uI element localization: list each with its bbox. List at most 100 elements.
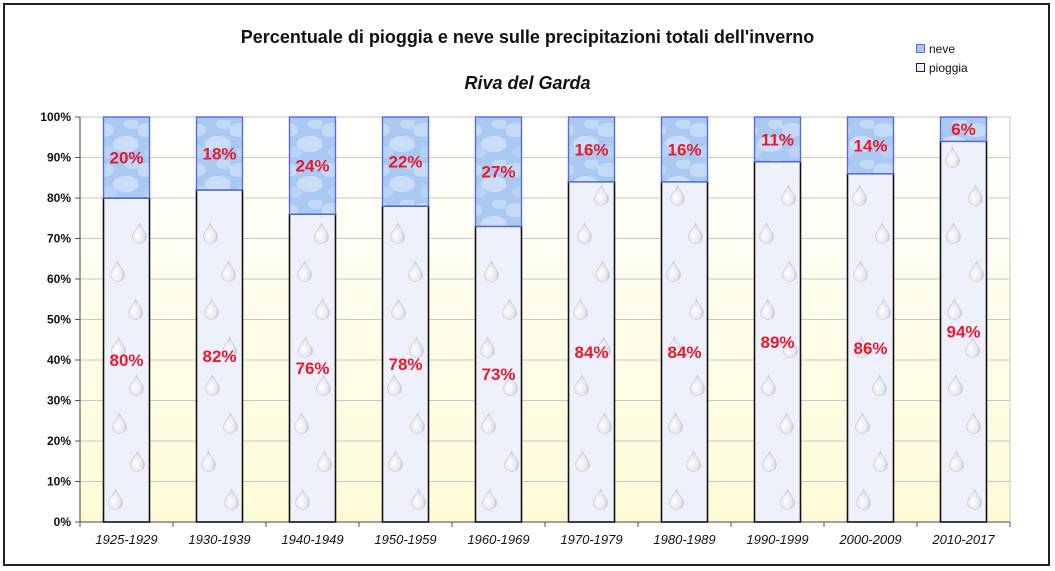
data-label-neve: 18% [202,144,236,163]
data-label-neve: 16% [667,140,701,159]
raindrop-icon [666,260,681,282]
raindrop-icon [295,488,310,510]
raindrop-icon [668,412,683,434]
raindrop-icon [946,222,961,244]
raindrop-icon [408,260,423,282]
raindrop-icon [110,260,125,282]
data-label-neve: 14% [853,136,887,155]
raindrop-icon [670,184,685,206]
raindrop-icon [409,336,424,358]
bar-neve [753,116,802,163]
raindrop-icon [222,336,237,358]
raindrop-icon [577,222,592,244]
y-tick-label: 60% [47,272,71,286]
bar-neve [939,116,988,142]
legend-label-pioggia: pioggia [929,60,968,75]
raindrop-icon [689,298,704,320]
raindrop-icon [112,412,127,434]
raindrop-icon [595,260,610,282]
raindrop-icon [503,374,518,396]
data-label-pioggia: 94% [946,323,980,342]
raindrop-icon [761,374,776,396]
raindrop-icon [669,488,684,510]
data-label-pioggia: 78% [388,355,422,374]
x-tick-label: 1990-1999 [746,532,808,547]
raindrop-icon [873,450,888,472]
bar-neve [288,116,337,215]
data-label-pioggia: 76% [295,359,329,378]
raindrop-icon [667,336,682,358]
y-tick-label: 0% [54,515,72,529]
raindrop-icon [780,488,795,510]
legend-item-pioggia: pioggia [916,58,968,77]
raindrop-icon [294,412,309,434]
bar-neve [660,116,709,183]
legend-item-neve: neve [916,39,968,58]
raindrop-icon [390,222,405,244]
y-tick-label: 80% [47,191,71,205]
raindrop-icon [759,222,774,244]
raindrop-icon [968,184,983,206]
y-tick-label: 70% [47,232,71,246]
x-tick-label: 1960-1969 [467,532,529,547]
raindrop-icon [223,412,238,434]
raindrop-icon [949,450,964,472]
data-label-neve: 22% [388,153,422,172]
data-label-neve: 6% [951,120,976,139]
raindrop-icon [504,450,519,472]
bar-neve [474,116,523,228]
raindrop-icon [597,412,612,434]
bar-neve [381,116,430,207]
raindrop-icon [947,298,962,320]
raindrop-icon [593,488,608,510]
raindrop-icon [204,298,219,320]
x-tick-label: 1925-1929 [95,532,157,547]
chart-subtitle: Riva del Garda [464,73,591,93]
raindrop-icon [573,298,588,320]
legend-swatch-neve [916,44,925,53]
raindrop-icon [387,374,402,396]
data-label-pioggia: 80% [109,351,143,370]
y-tick-label: 50% [47,313,71,327]
y-tick-label: 20% [47,434,71,448]
raindrop-icon [965,336,980,358]
x-tick-label: 1950-1959 [374,532,436,547]
x-tick-label: 2000-2009 [838,532,901,547]
raindrop-icon [945,146,960,168]
raindrop-icon [480,336,495,358]
raindrop-icon [224,488,239,510]
raindrop-icon [966,412,981,434]
raindrop-icon [314,222,329,244]
raindrop-icon [762,450,777,472]
raindrop-icon [948,374,963,396]
raindrop-icon [203,222,218,244]
y-tick-label: 30% [47,394,71,408]
raindrop-icon [760,298,775,320]
raindrop-icon [297,260,312,282]
raindrop-icon [221,260,236,282]
y-tick-label: 90% [47,151,71,165]
data-label-pioggia: 84% [574,343,608,362]
raindrop-icon [872,374,887,396]
raindrop-icon [111,336,126,358]
raindrop-icon [875,222,890,244]
raindrop-icon [686,450,701,472]
chart-title: Percentuale di pioggia e neve sulle prec… [240,27,815,47]
y-tick-label: 10% [47,475,71,489]
raindrop-icon [781,184,796,206]
raindrop-icon [130,450,145,472]
raindrop-icon [128,298,143,320]
data-label-pioggia: 89% [760,333,794,352]
raindrop-icon [410,412,425,434]
raindrop-icon [575,450,590,472]
bar-neve [102,116,151,199]
raindrop-icon [315,298,330,320]
data-label-neve: 16% [574,140,608,159]
raindrop-icon [481,412,496,434]
raindrop-icon [484,260,499,282]
raindrop-icon [316,374,331,396]
y-tick-label: 40% [47,353,71,367]
raindrop-icon [967,488,982,510]
raindrop-icon [596,336,611,358]
